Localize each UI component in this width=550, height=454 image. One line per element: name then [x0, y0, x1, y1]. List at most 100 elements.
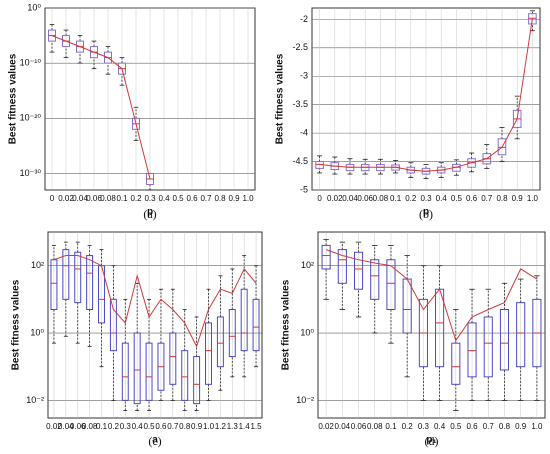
x-axis-label: p₁	[426, 435, 436, 446]
x-tick-label: 0.5	[172, 194, 184, 203]
x-tick-label: 0.1	[385, 422, 397, 431]
box	[528, 13, 537, 25]
x-tick-label: 0.08	[100, 194, 116, 203]
y-tick-label: 10⁻²⁰	[20, 113, 42, 123]
x-tick-label: 1.3	[227, 422, 239, 431]
box	[145, 342, 153, 401]
mean-line	[319, 18, 533, 172]
box	[497, 138, 507, 156]
box	[216, 316, 224, 368]
y-tick-label: 10²	[301, 260, 314, 270]
x-tick-label: 0.7	[167, 422, 179, 431]
x-tick-label: 0.7	[481, 194, 493, 203]
box	[228, 308, 236, 358]
x-tick-label: 0.5	[143, 422, 155, 431]
box	[193, 356, 201, 405]
x-tick-label: 0.9	[515, 422, 527, 431]
x-tick-label: 1.0	[531, 422, 543, 431]
y-axis-label: Best fitness values	[275, 53, 286, 144]
x-tick-label: 0.2	[402, 422, 414, 431]
box	[240, 288, 248, 352]
x-axis-label: p	[423, 207, 429, 218]
x-tick-label: 0.8	[214, 194, 226, 203]
x-tick-label: 0.2	[130, 194, 142, 203]
box	[62, 249, 70, 300]
x-tick-label: 0.02	[318, 422, 334, 431]
box	[321, 244, 331, 270]
x-tick-label: 0.08	[367, 422, 383, 431]
box	[467, 322, 477, 378]
x-tick-label: 0.7	[200, 194, 212, 203]
y-tick-label: -3.5	[292, 99, 308, 109]
x-tick-label: 0.8	[179, 422, 191, 431]
y-tick-label: -4	[300, 128, 308, 138]
y-tick-label: 10⁻³⁰	[20, 168, 42, 178]
x-tick-label: 0.2	[405, 194, 417, 203]
x-tick-label: 0.3	[144, 194, 156, 203]
box	[483, 316, 493, 378]
panel-label: (c)	[148, 434, 161, 448]
box	[109, 298, 117, 352]
y-axis-label: Best fitness values	[11, 279, 22, 370]
box	[499, 308, 510, 371]
y-tick-label: 10⁰	[27, 2, 41, 12]
y-tick-label: -3	[300, 71, 308, 81]
x-tick-label: 0.3	[420, 194, 432, 203]
x-tick-label: 0.3	[120, 422, 132, 431]
x-tick-label: 0.06	[351, 422, 367, 431]
box	[181, 350, 189, 401]
x-tick-label: 0.06	[70, 422, 86, 431]
x-tick-label: 0.5	[450, 422, 462, 431]
x-tick-label: 0.6	[155, 422, 167, 431]
y-axis-label: Best fitness values	[281, 279, 292, 370]
x-tick-label: 0.04	[335, 422, 351, 431]
x-tick-label: 0.02	[46, 422, 62, 431]
plot-area	[47, 231, 263, 419]
x-tick-label: 0.1	[390, 194, 402, 203]
x-tick-label: 0.6	[466, 194, 478, 203]
y-tick-label: -4.5	[292, 156, 308, 166]
x-tick-label: 0	[317, 194, 322, 203]
y-tick-label: -2	[300, 14, 308, 24]
box	[337, 249, 347, 284]
y-tick-label: 10²	[31, 260, 44, 270]
x-tick-label: 1.0	[527, 194, 539, 203]
x-tick-label: 0.06	[357, 194, 373, 203]
x-tick-label: 0.1	[116, 194, 128, 203]
x-tick-label: 0.02	[327, 194, 343, 203]
y-tick-label: 10⁰	[30, 327, 44, 337]
box	[121, 342, 129, 401]
box	[74, 251, 82, 304]
x-tick-label: 0.1	[96, 422, 108, 431]
x-tick-label: 0	[50, 194, 55, 203]
box	[353, 251, 364, 290]
box	[205, 322, 212, 385]
x-tick-label: 0.4	[158, 194, 170, 203]
x-tick-label: 0.04	[58, 422, 74, 431]
x-tick-label: 0.6	[466, 422, 478, 431]
x-tick-label: 0.7	[483, 422, 495, 431]
x-tick-label: 0.6	[186, 194, 198, 203]
plot-area	[317, 231, 546, 419]
box	[451, 342, 461, 385]
mean-line	[325, 249, 538, 342]
x-tick-label: 0.04	[342, 194, 358, 203]
x-tick-label: 1.5	[250, 422, 262, 431]
y-tick-label: 10⁻¹⁰	[20, 58, 42, 68]
x-tick-label: 0.3	[418, 422, 430, 431]
y-tick-label: 10⁻²	[26, 395, 44, 405]
y-tick-label: -5	[300, 184, 308, 194]
x-tick-label: 0.08	[373, 194, 389, 203]
box	[370, 259, 380, 300]
mean-line	[53, 255, 257, 348]
x-tick-label: 1.0	[203, 422, 215, 431]
x-tick-label: 0.8	[496, 194, 508, 203]
x-axis-label: p	[147, 207, 153, 218]
y-tick-label: 10⁻²	[296, 395, 314, 405]
x-tick-label: 0.4	[434, 422, 446, 431]
x-tick-label: 0.08	[82, 422, 98, 431]
x-tick-label: 0.5	[451, 194, 463, 203]
x-axis-label: a	[152, 435, 158, 446]
x-tick-label: 0.04	[72, 194, 88, 203]
